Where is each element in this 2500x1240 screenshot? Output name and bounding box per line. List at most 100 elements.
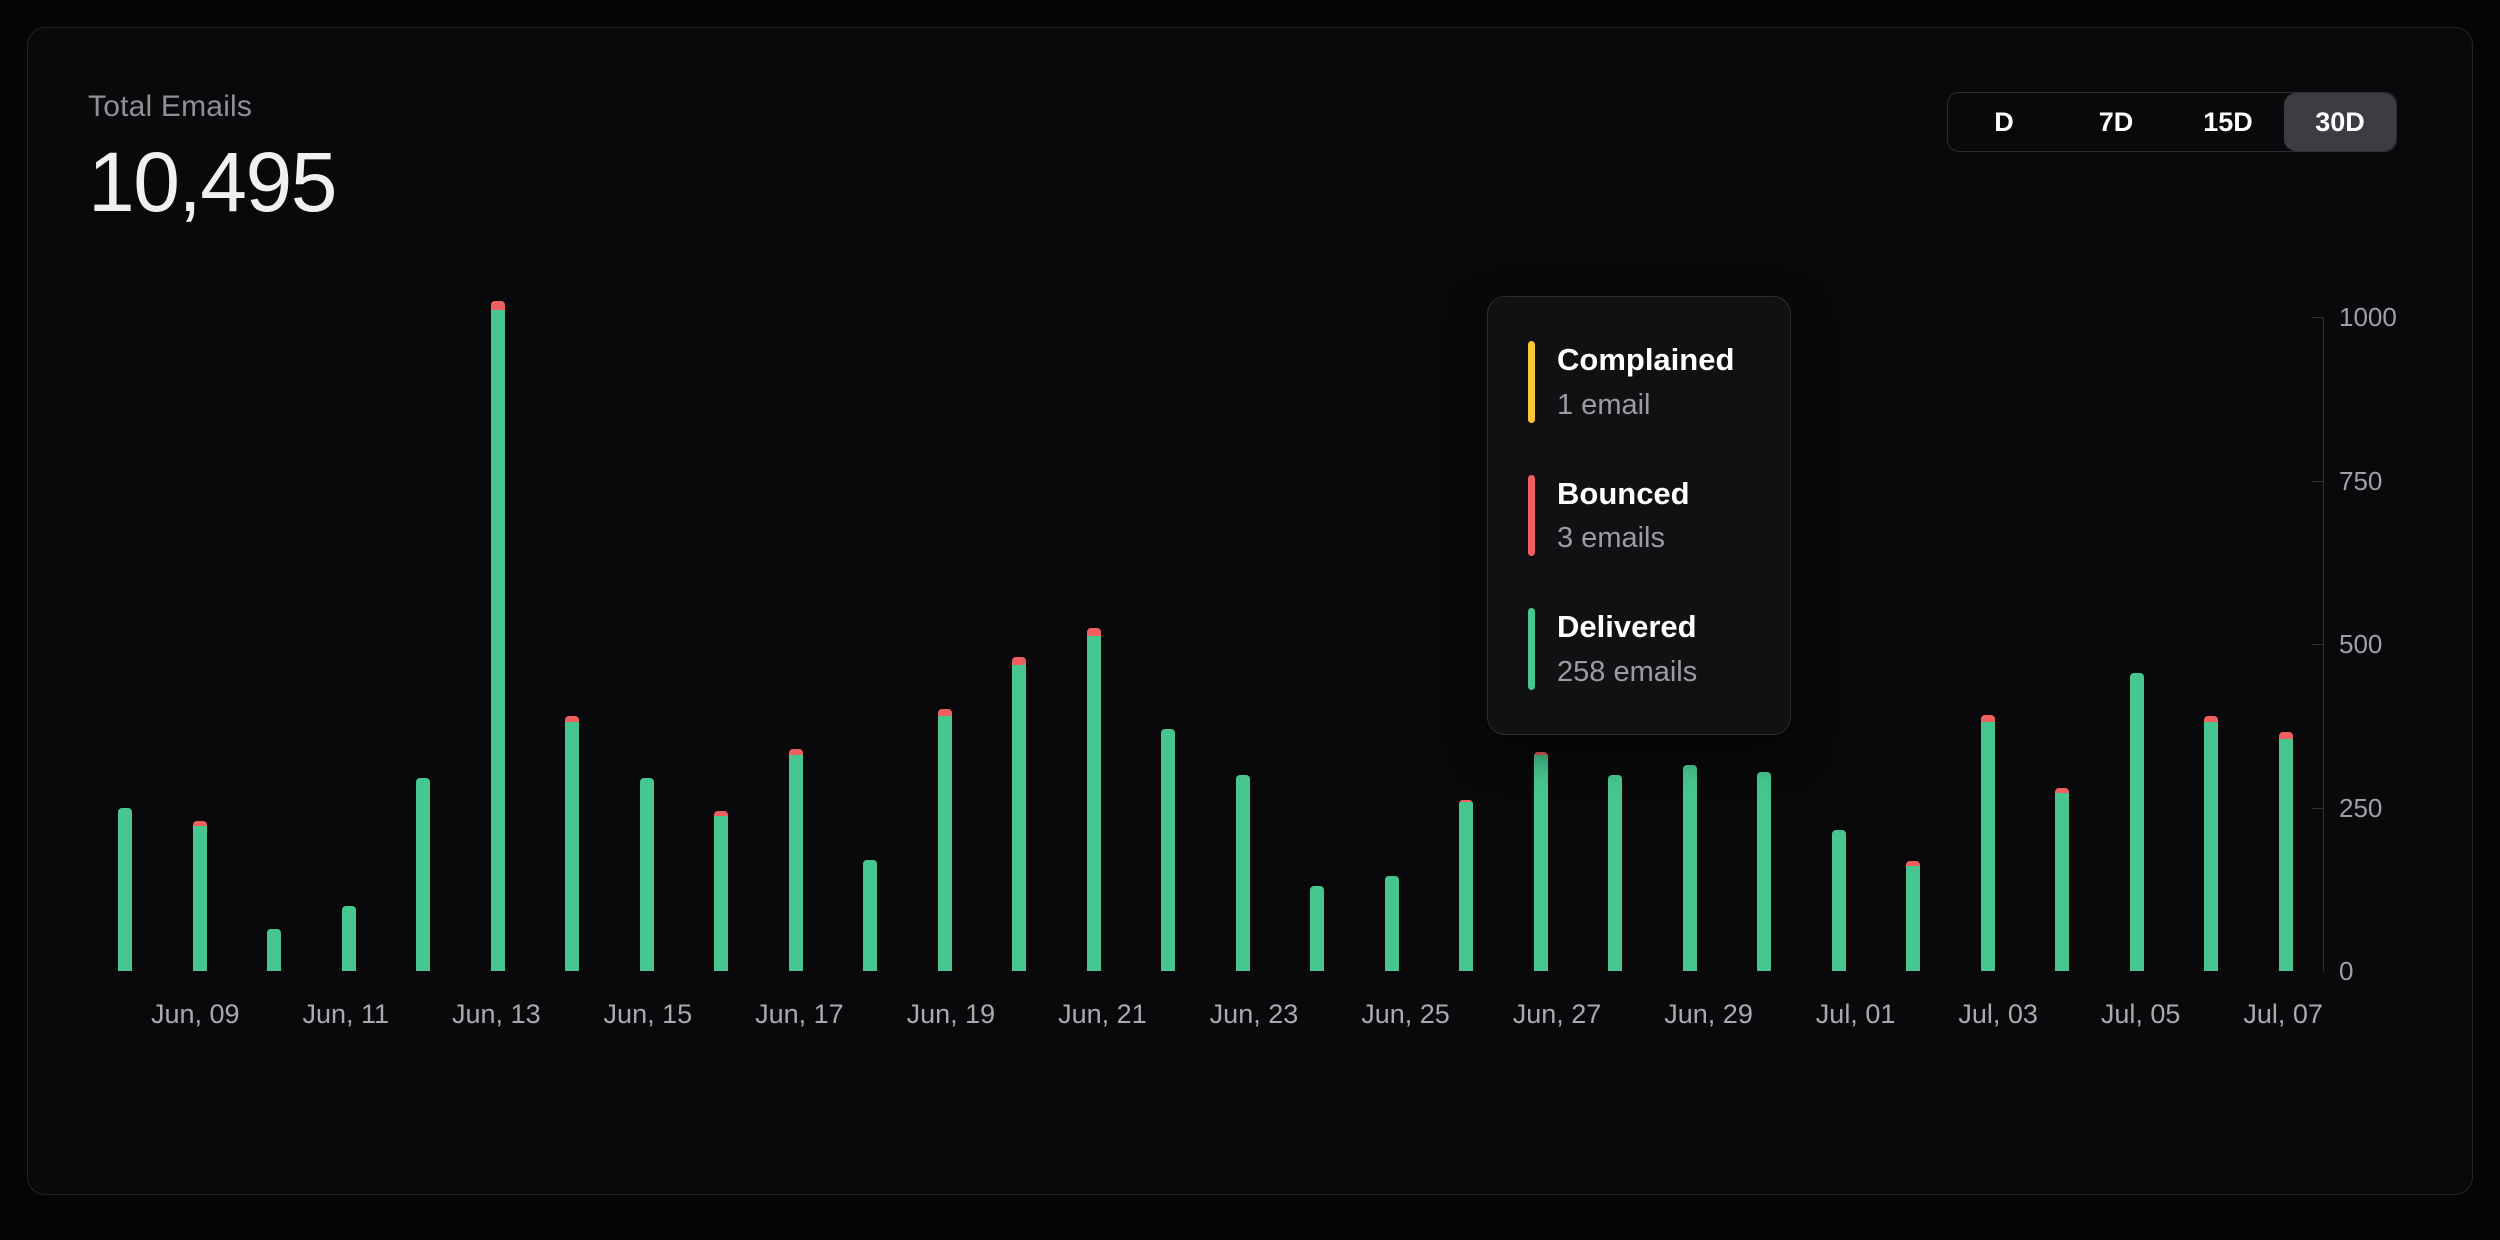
bar-stack [490,301,505,971]
y-tick-mark [2312,480,2323,482]
bar-stack [714,810,729,971]
tooltip-item-complained: Complained 1 email [1528,341,1750,423]
x-tick-label: Jul, 01 [1815,999,1896,1029]
bar-stack [267,928,282,971]
bar-jul-03[interactable] [1951,317,2026,971]
bounced-segment [1012,657,1027,665]
y-tick-label: 750 [2339,465,2383,496]
delivered-segment [1161,729,1176,971]
bar-jun-26[interactable] [1429,317,1504,971]
range-option-7d[interactable]: 7D [2060,93,2172,151]
delivered-segment [2129,673,2144,971]
range-option-15d[interactable]: 15D [2172,93,2284,151]
plot-area: Jun, 09 Jun, 11 Jun, 13 Jun, 15 Jun, 17 Jun, … [88,301,2397,1029]
bar-jun-24[interactable] [1280,317,1355,971]
delivered-segment [267,928,282,971]
delivered-segment [192,825,207,971]
tooltip-series-value: 3 emails [1557,522,1665,555]
bar-jun-28[interactable] [1578,317,1653,971]
bounced-segment [1459,800,1474,803]
bar-stack [1235,774,1250,971]
bar-jul-07[interactable] [2249,317,2324,971]
x-tick-label [2180,999,2243,1030]
bar-jul-01[interactable] [1802,317,1877,971]
bar-jun-25[interactable] [1355,317,1430,971]
bar-jun-15[interactable] [610,317,685,971]
bar-stack [1086,627,1101,971]
bar-stack [1980,714,1995,971]
bar-jun-10[interactable] [237,317,312,971]
range-option-30d[interactable]: 30D [2284,93,2396,151]
bar-jul-06[interactable] [2174,317,2249,971]
bars-row [88,301,2324,971]
bar-jul-04[interactable] [2025,317,2100,971]
bar-stack [341,905,356,971]
bar-jun-23[interactable] [1206,317,1281,971]
delivered-segment [118,807,133,971]
bar-jun-08[interactable] [88,317,163,971]
x-tick-label [1298,999,1361,1030]
bar-jun-22[interactable] [1131,317,1206,971]
bar-stack [1459,799,1474,971]
delivered-segment [1831,830,1846,971]
bar-jul-02[interactable] [1876,317,1951,971]
y-tick-label: 500 [2339,629,2383,659]
bar-jun-17[interactable] [759,317,834,971]
x-tick-label [995,999,1058,1030]
bar-stack [1831,830,1846,971]
bar-jun-20[interactable] [982,317,1057,971]
delivered-segment [937,715,952,971]
bar-stack [1608,774,1623,971]
complained-color-pill [1528,341,1535,423]
bar-jun-14[interactable] [535,317,610,971]
bar-stack [1384,876,1399,971]
x-tick-label: Jun, 21 [1058,999,1147,1029]
bar-stack [2278,732,2293,971]
delivered-segment [1682,765,1697,971]
bounced-segment [2055,787,2070,794]
x-tick-label [692,999,755,1030]
x-tick-label [1450,999,1513,1030]
delivered-segment [490,310,505,971]
delivered-segment [1906,866,1921,971]
bar-jun-27[interactable] [1504,317,1579,971]
range-selector[interactable]: D 7D 15D 30D [1947,92,2397,152]
tooltip-item-bounced: Bounced 3 emails [1528,474,1750,557]
delivered-segment [565,722,580,971]
x-tick-label [389,999,452,1030]
bar-jun-16[interactable] [684,317,759,971]
bar-jun-30[interactable] [1727,317,1802,971]
x-tick-label: Jul, 05 [2100,999,2181,1029]
complained-segment [1459,799,1474,801]
card-header: Total Emails 10,495 [88,90,337,231]
bar-jun-19[interactable] [908,317,983,971]
bar-stack [416,778,431,971]
tooltip-series-label: Delivered [1557,609,1697,645]
delivered-segment [863,859,878,971]
bar-jun-21[interactable] [1057,317,1132,971]
bar-jun-11[interactable] [312,317,387,971]
delivered-segment [1533,755,1548,971]
range-option-d[interactable]: D [1948,93,2060,151]
bounced-segment [2278,732,2293,739]
x-tick-label: Jun, 11 [302,999,390,1029]
x-tick-label: Jun, 23 [1209,999,1299,1029]
bar-jun-29[interactable] [1653,317,1728,971]
bar-jul-05[interactable] [2100,317,2175,971]
x-tick-label [2038,999,2101,1030]
x-tick-label: Jun, 25 [1361,999,1450,1029]
x-axis-labels: Jun, 09 Jun, 11 Jun, 13 Jun, 15 Jun, 17 Jun, … [88,999,2323,1030]
y-tick-label: 0 [2339,956,2354,986]
delivered-segment [2055,793,2070,971]
bounced-segment [1533,751,1548,756]
bar-jun-13[interactable] [461,301,536,971]
tooltip-series-label: Complained [1557,342,1735,377]
delivered-segment [1757,771,1772,971]
y-axis: 1000 750 500 250 0 [2339,302,2459,986]
bounced-segment [937,709,952,716]
bar-jun-12[interactable] [386,317,461,971]
bar-jun-09[interactable] [163,317,238,971]
tooltip-series-value: 258 emails [1557,655,1698,688]
y-tick-label: 1000 [2339,302,2397,332]
bar-jun-18[interactable] [833,317,908,971]
